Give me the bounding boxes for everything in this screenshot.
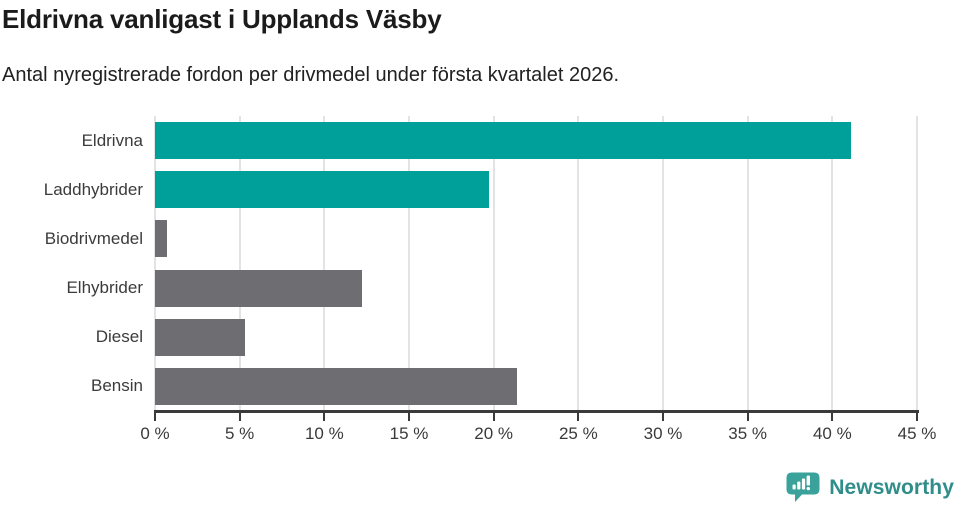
- x-tick-label: 5 %: [225, 424, 255, 443]
- x-axis-line: [154, 410, 919, 413]
- x-tick-mark: [154, 413, 156, 421]
- x-tick-label: 40 %: [812, 424, 852, 443]
- x-tick-label: 20 %: [474, 424, 514, 443]
- grid-line: [154, 116, 156, 411]
- x-axis-ticks: 0 % 5 % 10 % 15 % 20 % 25 % 30 % 35 % 40 % 45 %: [140, 410, 936, 450]
- chart-subtitle: Antal nyregistrerade fordon per drivmede…: [2, 64, 620, 86]
- category-label: Biodrivmedel: [44, 228, 143, 248]
- category-label: Laddhybrider: [43, 179, 143, 199]
- bar-biodrivmedel: [155, 220, 167, 258]
- x-tick-mark: [238, 413, 241, 421]
- grid-line: [238, 116, 241, 411]
- category-label: Bensin: [91, 376, 143, 396]
- grid-line: [746, 116, 749, 411]
- x-tick-mark: [408, 413, 410, 421]
- category-label: Diesel: [95, 327, 143, 347]
- grid-line: [323, 116, 326, 411]
- x-tick-label: 0 %: [140, 424, 170, 443]
- x-tick-label: 10 %: [304, 424, 344, 443]
- bar-diesel: [155, 318, 245, 356]
- grid-line: [831, 116, 834, 411]
- newsworthy-chart-bubble-icon: [786, 472, 820, 503]
- x-tick-mark: [916, 413, 918, 421]
- x-tick-mark: [662, 413, 664, 421]
- x-tick-mark: [577, 413, 580, 421]
- grid-line: [408, 116, 410, 411]
- x-tick-mark: [746, 413, 749, 421]
- x-tick-label: 15 %: [389, 424, 429, 443]
- x-tick-mark: [492, 413, 495, 421]
- newsworthy-logo: Newsworthy: [786, 472, 954, 503]
- newsworthy-wordmark: Newsworthy: [829, 475, 954, 499]
- grid-line: [662, 116, 664, 411]
- x-tick-label: 45 %: [897, 424, 937, 443]
- bar-laddhybrider: [155, 171, 489, 209]
- category-labels-column: Eldrivna Laddhybrider Biodrivmedel Elhybrid…: [0, 116, 143, 411]
- bar-bensin: [155, 367, 518, 405]
- x-tick-mark: [323, 413, 326, 421]
- x-tick-label: 30 %: [643, 424, 683, 443]
- bar-eldrivna: [155, 122, 851, 160]
- x-tick-mark: [831, 413, 834, 421]
- grid-line: [492, 116, 495, 411]
- category-label: Eldrivna: [81, 130, 143, 150]
- grid-line: [916, 116, 918, 411]
- plot-area: [154, 116, 918, 411]
- category-label: Elhybrider: [66, 278, 143, 298]
- x-tick-label: 35 %: [728, 424, 768, 443]
- bar-elhybrider: [155, 269, 362, 307]
- chart-title: Eldrivna vanligast i Upplands Väsby: [2, 4, 442, 34]
- x-tick-label: 25 %: [558, 424, 598, 443]
- grid-line: [577, 116, 580, 411]
